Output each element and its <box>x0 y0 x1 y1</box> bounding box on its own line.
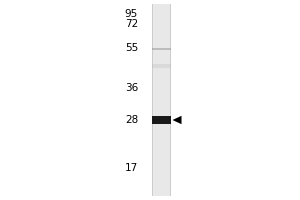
Text: 17: 17 <box>125 163 138 173</box>
Text: 28: 28 <box>125 115 138 125</box>
Text: 36: 36 <box>125 83 138 93</box>
Bar <box>169 4 171 196</box>
Bar <box>152 4 153 196</box>
Text: 55: 55 <box>125 43 138 53</box>
Text: 95: 95 <box>125 9 138 19</box>
Bar <box>152 48 171 50</box>
Bar <box>152 4 171 196</box>
Bar <box>152 116 171 124</box>
Text: 72: 72 <box>125 19 138 29</box>
Polygon shape <box>172 116 182 124</box>
Bar <box>152 64 171 68</box>
